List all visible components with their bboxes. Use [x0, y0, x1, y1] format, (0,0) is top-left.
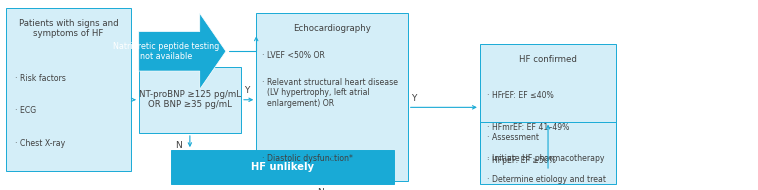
- FancyBboxPatch shape: [256, 13, 408, 180]
- Text: · Risk factors: · Risk factors: [15, 74, 66, 83]
- Polygon shape: [139, 13, 226, 89]
- Text: · HFrEF: EF ≤40%: · HFrEF: EF ≤40%: [487, 91, 554, 100]
- Text: · Initiate HF pharmacotherapy: · Initiate HF pharmacotherapy: [487, 154, 605, 163]
- Text: N: N: [318, 188, 324, 190]
- FancyBboxPatch shape: [171, 150, 394, 184]
- FancyBboxPatch shape: [6, 8, 131, 171]
- Text: · HFpEF: EF ≥50%: · HFpEF: EF ≥50%: [487, 156, 556, 165]
- Text: Natriuretic peptide testing
not available: Natriuretic peptide testing not availabl…: [113, 42, 219, 61]
- Text: Y: Y: [244, 86, 249, 95]
- Text: HF unlikely: HF unlikely: [251, 162, 314, 172]
- Text: · ECG: · ECG: [15, 106, 36, 115]
- FancyBboxPatch shape: [139, 66, 241, 133]
- Text: · Relevant structural heart disease
  (LV hypertrophy, left atrial
  enlargement: · Relevant structural heart disease (LV …: [262, 78, 398, 108]
- FancyBboxPatch shape: [480, 122, 616, 184]
- Text: Patients with signs and
symptoms of HF: Patients with signs and symptoms of HF: [19, 19, 118, 38]
- Text: · LVEF <50% OR: · LVEF <50% OR: [262, 51, 325, 60]
- Text: · HFmrEF: EF 41–49%: · HFmrEF: EF 41–49%: [487, 124, 570, 132]
- Text: Y: Y: [411, 94, 416, 103]
- Text: HF confirmed: HF confirmed: [519, 55, 577, 64]
- Text: NT-proBNP ≥125 pg/mL
OR BNP ≥35 pg/mL: NT-proBNP ≥125 pg/mL OR BNP ≥35 pg/mL: [139, 90, 241, 109]
- Text: N: N: [175, 141, 182, 150]
- Text: · Assessment: · Assessment: [487, 133, 540, 142]
- FancyBboxPatch shape: [480, 44, 616, 171]
- Text: · Chest X-ray: · Chest X-ray: [15, 139, 65, 148]
- Text: Echocardiography: Echocardiography: [293, 24, 371, 33]
- Text: · Determine etiology and treat: · Determine etiology and treat: [487, 175, 606, 184]
- Text: · Diastolic dysfunction*: · Diastolic dysfunction*: [262, 154, 353, 163]
